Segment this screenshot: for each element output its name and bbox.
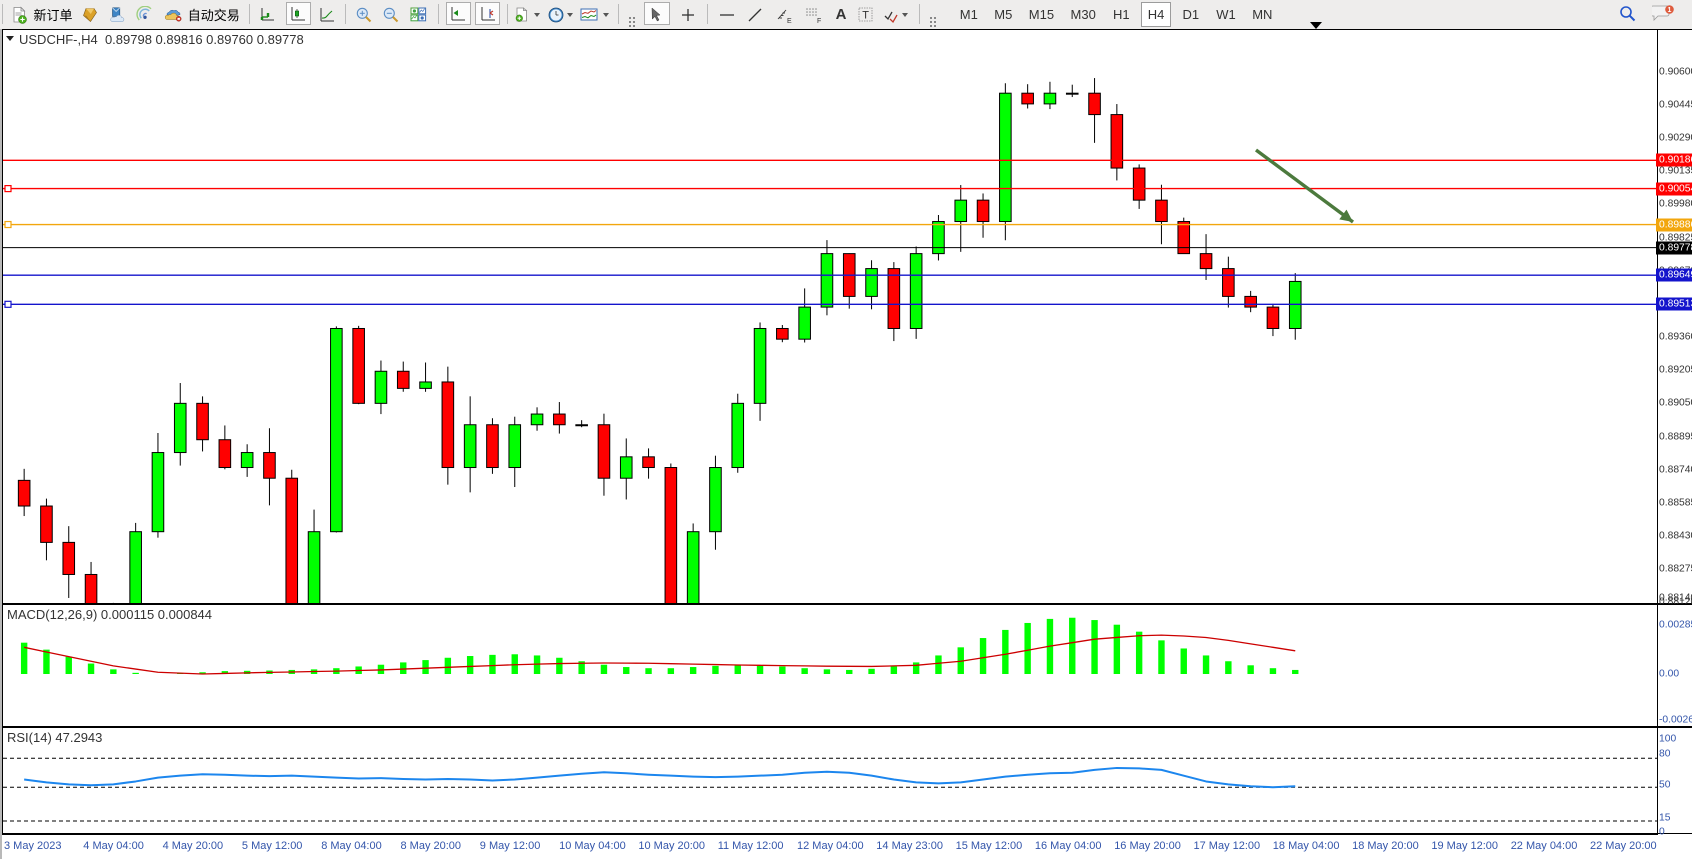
svg-text:F: F	[817, 18, 821, 24]
svg-text:T: T	[862, 9, 869, 21]
svg-text:E: E	[787, 18, 792, 24]
svg-text:1: 1	[1668, 7, 1672, 14]
